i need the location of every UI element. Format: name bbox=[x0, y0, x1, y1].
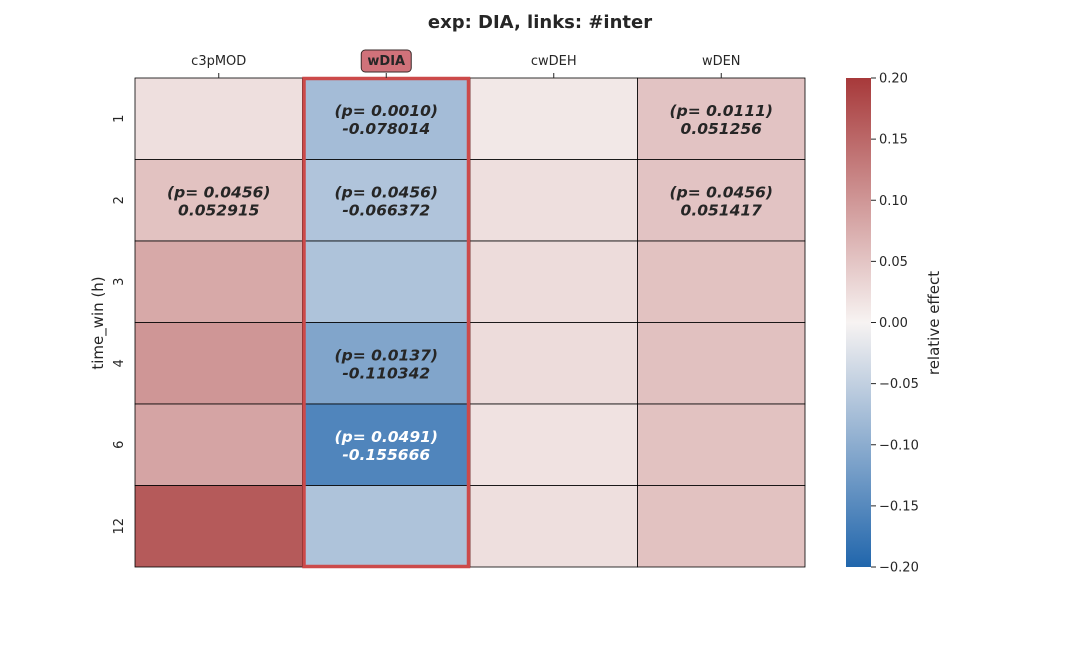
colorbar bbox=[846, 78, 871, 567]
colorbar-ticks: 0.20 0.15 0.10 0.05 0.00 −0.05 −0.10 −0.15 −0.20 bbox=[871, 72, 919, 576]
colorbar-tick-label: 0.20 bbox=[879, 72, 908, 87]
heatmap-cell bbox=[134, 240, 303, 323]
heatmap-cell bbox=[469, 159, 638, 242]
row-tick-label: 3 bbox=[112, 278, 127, 286]
column-tick-label: wDIA bbox=[367, 54, 405, 69]
heatmap-cell bbox=[134, 322, 303, 405]
column-tick-label: wDEN bbox=[702, 54, 741, 69]
colorbar-tick-label: 0.00 bbox=[879, 316, 908, 331]
heatmap-cell bbox=[469, 322, 638, 405]
heatmap-cell bbox=[469, 240, 638, 323]
heatmap-cell bbox=[302, 159, 471, 242]
heatmap-cell bbox=[302, 485, 471, 568]
heatmap-cell bbox=[469, 403, 638, 486]
cell-annotation: (p= 0.0010) -0.078014 bbox=[335, 102, 438, 138]
highlighted-column-label-box bbox=[360, 49, 412, 73]
colorbar-tick-label: 0.15 bbox=[879, 133, 908, 148]
colorbar-label: relative effect bbox=[925, 271, 943, 375]
colorbar-tick-label: −0.20 bbox=[879, 561, 919, 576]
heatmap-cell bbox=[637, 403, 806, 486]
heatmap-cell bbox=[637, 485, 806, 568]
heatmap-cell bbox=[637, 322, 806, 405]
chart-title: exp: DIA, links: #inter bbox=[428, 12, 652, 33]
cell-annotation: (p= 0.0456) 0.051417 bbox=[670, 183, 773, 219]
column-tick-label: c3pMOD bbox=[191, 54, 246, 69]
colorbar-tick-label: −0.15 bbox=[879, 499, 919, 514]
cell-annotation: (p= 0.0456) 0.052915 bbox=[167, 183, 270, 219]
column-tick-label: cwDEH bbox=[531, 54, 577, 69]
heatmap-cell bbox=[302, 322, 471, 405]
colorbar-tick-label: −0.05 bbox=[879, 377, 919, 392]
row-tick-label: 1 bbox=[112, 115, 127, 123]
cell-annotation: (p= 0.0456) -0.066372 bbox=[335, 183, 438, 219]
highlighted-column-frame bbox=[302, 76, 471, 569]
heatmap-cell bbox=[469, 485, 638, 568]
colorbar-tick-label: 0.10 bbox=[879, 194, 908, 209]
heatmap-cell bbox=[302, 240, 471, 323]
heatmap-cell bbox=[637, 77, 806, 160]
colorbar-tick-label: −0.10 bbox=[879, 438, 919, 453]
heatmap-cell bbox=[637, 159, 806, 242]
heatmap-cells: (p= 0.0010) -0.078014 (p= 0.0111) 0.051256 (… bbox=[134, 76, 806, 569]
heatmap-cell bbox=[302, 77, 471, 160]
row-tick-label: 6 bbox=[112, 441, 127, 449]
y-axis-label: time_win (h) bbox=[89, 276, 108, 369]
heatmap-cell bbox=[134, 403, 303, 486]
heatmap-cell bbox=[637, 240, 806, 323]
heatmap-cell bbox=[469, 77, 638, 160]
cell-annotation: (p= 0.0491) -0.155666 bbox=[335, 428, 438, 464]
heatmap-cell bbox=[134, 77, 303, 160]
heatmap-cell bbox=[134, 485, 303, 568]
colorbar-tick-label: 0.05 bbox=[879, 255, 908, 270]
row-tick-label: 4 bbox=[112, 359, 127, 367]
cell-annotation: (p= 0.0111) 0.051256 bbox=[670, 102, 773, 138]
heatmap-cell bbox=[134, 159, 303, 242]
row-tick-label: 12 bbox=[112, 518, 127, 535]
cell-annotation: (p= 0.0137) -0.110342 bbox=[335, 346, 438, 382]
column-tick-labels: c3pMOD wDIA cwDEH wDEN bbox=[191, 49, 741, 78]
row-tick-label: 2 bbox=[112, 196, 127, 204]
